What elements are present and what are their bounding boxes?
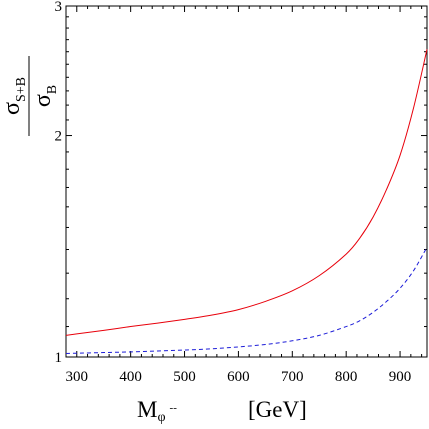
- x-tick-label: 800: [335, 369, 358, 385]
- y-tick-label: 2: [55, 129, 63, 145]
- y-label-numerator: σ: [0, 102, 25, 115]
- dashed-series-line: [65, 246, 428, 354]
- svg-text:Mφ--: Mφ --: [137, 397, 177, 425]
- svg-text:σB: σB: [30, 85, 60, 107]
- x-tick-label: 300: [66, 369, 89, 385]
- y-axis-label: σS+B σB: [0, 56, 60, 136]
- x-label-symbol: M: [137, 397, 157, 422]
- x-label-superscript: --: [170, 402, 178, 414]
- x-tick-label: 700: [281, 369, 304, 385]
- plot-frame: [65, 5, 428, 358]
- tick-marks: [65, 5, 427, 358]
- y-label-denominator-subscript: B: [45, 85, 60, 94]
- x-tick-label: 500: [173, 369, 196, 385]
- y-tick-label: 3: [55, 0, 63, 15]
- y-label-denominator: σ: [30, 94, 56, 107]
- y-tick-label: 1: [55, 350, 63, 366]
- svg-text:σS+B: σS+B: [0, 77, 29, 115]
- solid-series-line: [65, 49, 428, 336]
- x-tick-label: 400: [119, 369, 142, 385]
- x-tick-label: 900: [389, 369, 412, 385]
- x-axis-label: Mφ -- [GeV]: [137, 397, 307, 425]
- y-label-numerator-subscript: S+B: [14, 77, 29, 102]
- series-group: [65, 49, 428, 354]
- x-label-unit: [GeV]: [248, 397, 307, 422]
- tick-labels: 300 400 500 600 700 800 900 1 2 3: [55, 0, 412, 385]
- x-label-subscript: φ: [157, 410, 165, 425]
- x-tick-label: 600: [227, 369, 250, 385]
